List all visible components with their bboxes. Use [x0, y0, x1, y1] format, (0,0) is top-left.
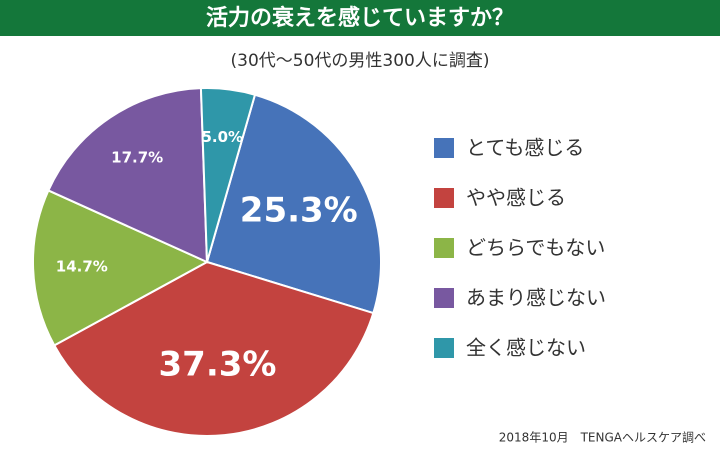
legend-label: どちらでもない — [466, 236, 605, 260]
value-label: 25.3% — [240, 191, 358, 231]
header-bar — [0, 0, 720, 36]
pie-slice — [47, 87, 209, 264]
value-label: 5.0% — [201, 128, 243, 146]
legend-label: とても感じる — [466, 136, 584, 160]
chart-title: 活力の衰えを感じていますか？ — [206, 5, 514, 31]
value-label: 37.3% — [159, 344, 277, 384]
value-label: 14.7% — [56, 257, 108, 275]
pie-slice — [52, 260, 375, 437]
pie-slice — [205, 93, 382, 315]
value-label: 17.7% — [111, 148, 163, 166]
legend-swatch — [434, 288, 454, 308]
legend-swatch — [434, 238, 454, 258]
chart-subtitle: (30代〜50代の男性300人に調査) — [231, 51, 490, 71]
source-note: 2018年10月 TENGAヘルスケア調べ — [499, 431, 706, 445]
pie-slice — [199, 87, 257, 263]
legend-label: あまり感じない — [466, 286, 606, 310]
legend-label: やや感じる — [466, 186, 566, 210]
legend-swatch — [434, 138, 454, 158]
legend-label: 全く感じない — [466, 336, 586, 360]
legend-swatch — [434, 338, 454, 358]
pie-slice — [32, 189, 210, 347]
legend-swatch — [434, 188, 454, 208]
